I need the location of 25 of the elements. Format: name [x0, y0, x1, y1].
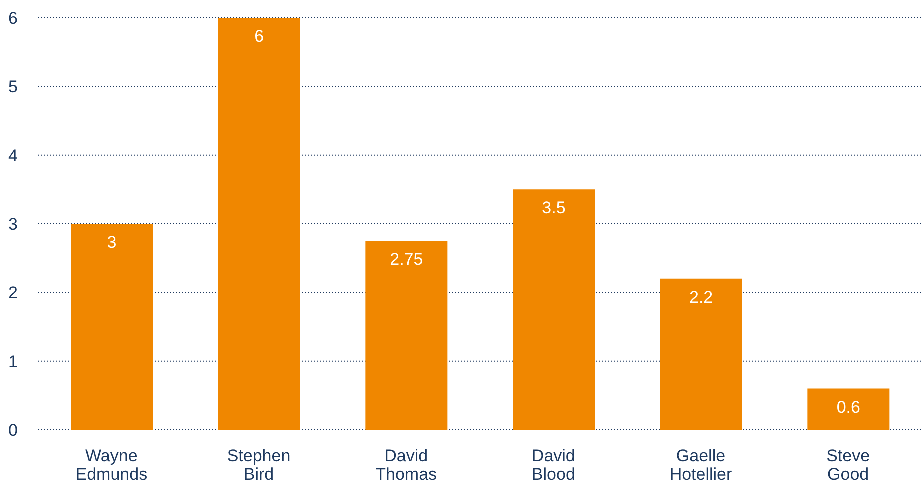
bar [660, 278, 742, 430]
data-label: 0.6 [836, 398, 860, 417]
y-tick-label: 1 [8, 352, 18, 372]
x-tick-label: David Thomas [376, 446, 438, 483]
data-label: 2.2 [690, 288, 714, 308]
x-tick-label: Stephen Bird [227, 446, 291, 483]
data-label: 3.5 [542, 198, 566, 218]
y-tick-label: 2 [8, 284, 18, 303]
y-tick-label: 4 [8, 146, 18, 166]
x-tick-label: Gaelle Hotellier [670, 446, 733, 483]
x-tick-label: Steve Good [826, 446, 870, 483]
y-tick-label: 3 [8, 215, 18, 234]
bar [218, 18, 300, 430]
bar [808, 388, 890, 430]
y-tick-label: 6 [8, 9, 18, 28]
data-label: 6 [254, 27, 264, 46]
y-tick-label: 0 [8, 421, 18, 440]
data-label: 3 [107, 233, 117, 252]
x-tick-label: David Blood [532, 446, 576, 483]
bar [366, 241, 448, 430]
data-label: 2.75 [390, 250, 424, 270]
bar [513, 190, 595, 430]
y-tick-label: 5 [8, 78, 18, 97]
x-tick-label: Wayne Edmunds [76, 446, 148, 483]
bar [71, 224, 153, 430]
